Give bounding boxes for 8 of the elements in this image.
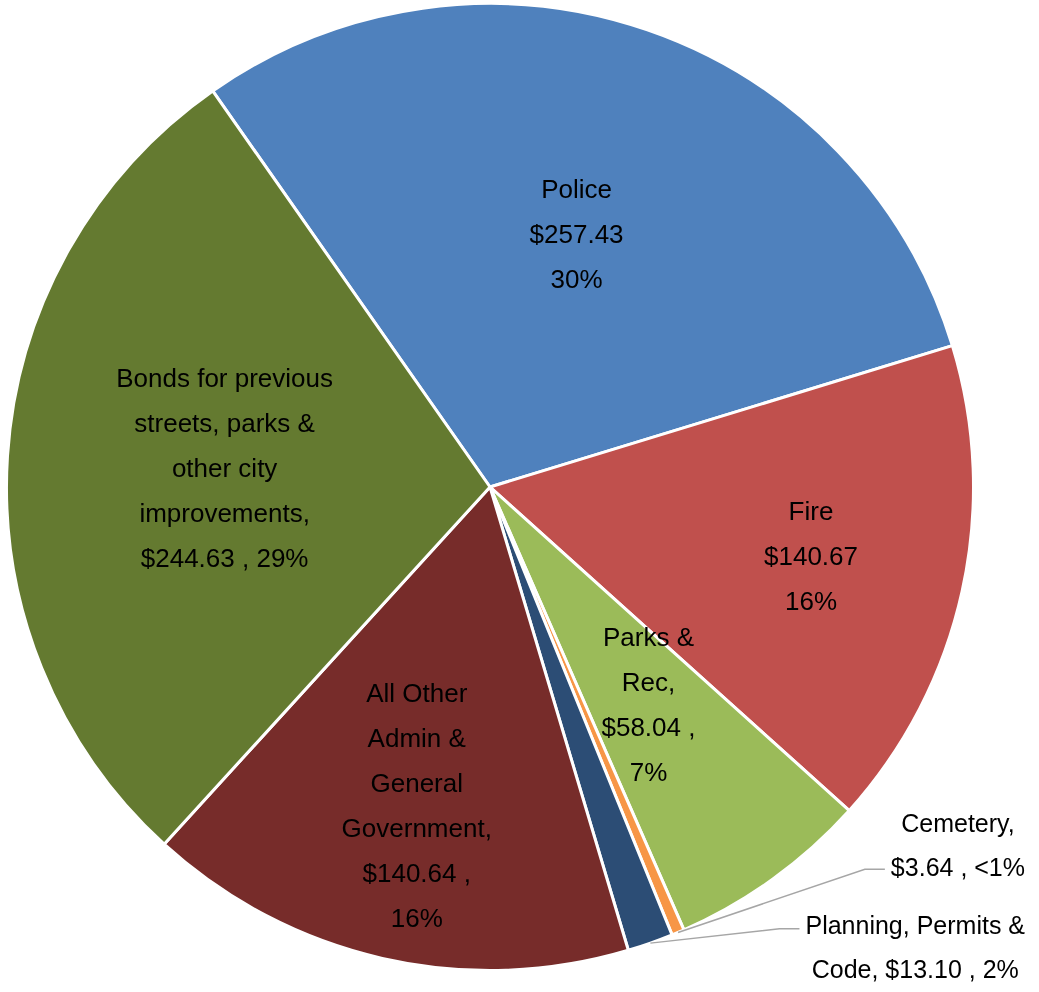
data-label: $140.67 16% xyxy=(763,541,858,617)
slice-label: Planning, Permits & Code, $13.10 , 2% xyxy=(805,910,1026,983)
slice-label: Bonds for previous streets, parks & other city improvements, $244.63 , 29% xyxy=(116,363,334,574)
slice-label: Cemetery, $3.64 , <1% xyxy=(890,809,1025,882)
slice-label: Police xyxy=(541,173,612,204)
slice-label: All Other Admin & General Government, $140.64 , 16% xyxy=(341,678,492,934)
data-label: $257.43 30% xyxy=(529,218,624,294)
slice-label: Fire xyxy=(788,496,834,527)
